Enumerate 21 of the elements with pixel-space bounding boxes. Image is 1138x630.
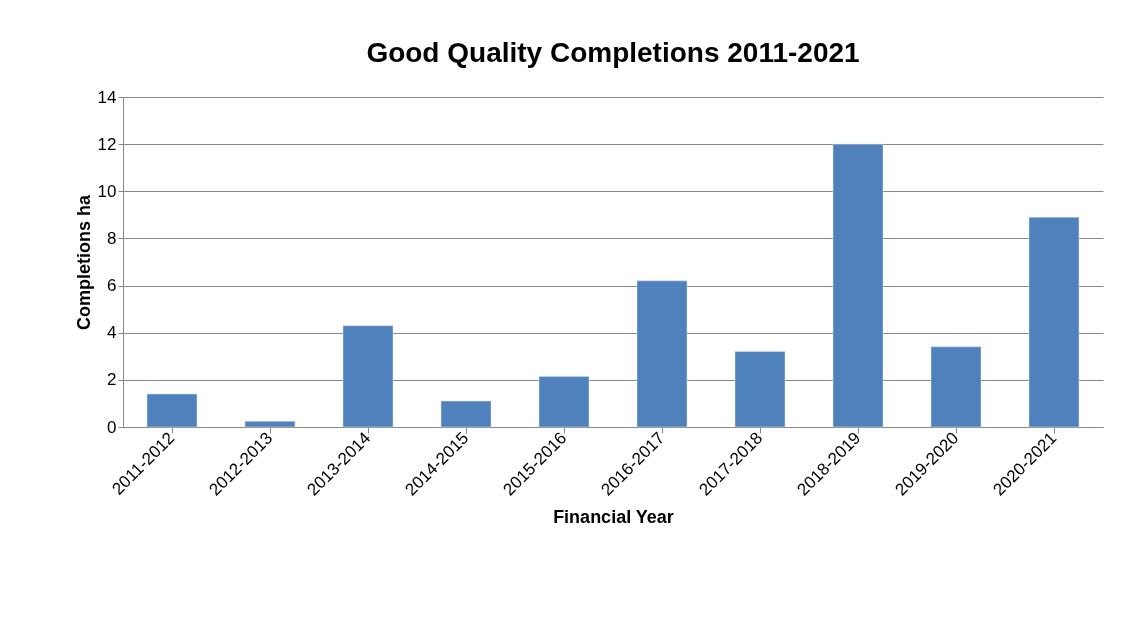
y-tick-label: 6 — [107, 276, 117, 296]
y-tick-label: 4 — [107, 323, 117, 343]
chart-title: Good Quality Completions 2011-2021 — [366, 37, 860, 68]
y-tick-label: 10 — [97, 181, 117, 201]
bar — [342, 325, 394, 428]
y-tick-label: 12 — [97, 134, 117, 154]
bar — [1028, 216, 1080, 428]
y-tick-label: 8 — [107, 228, 117, 248]
y-tick-label: 14 — [97, 87, 117, 107]
y-axis-title: Completions ha — [73, 194, 94, 331]
bar — [636, 280, 688, 428]
y-tick-label: 0 — [107, 417, 117, 437]
bar — [244, 421, 296, 428]
bar — [440, 400, 492, 428]
bar — [832, 143, 884, 428]
bar — [538, 376, 590, 428]
bar — [146, 393, 198, 428]
bar — [930, 346, 982, 428]
y-tick-label: 2 — [107, 370, 117, 390]
x-axis-title: Financial Year — [553, 506, 674, 527]
bar — [734, 351, 786, 428]
